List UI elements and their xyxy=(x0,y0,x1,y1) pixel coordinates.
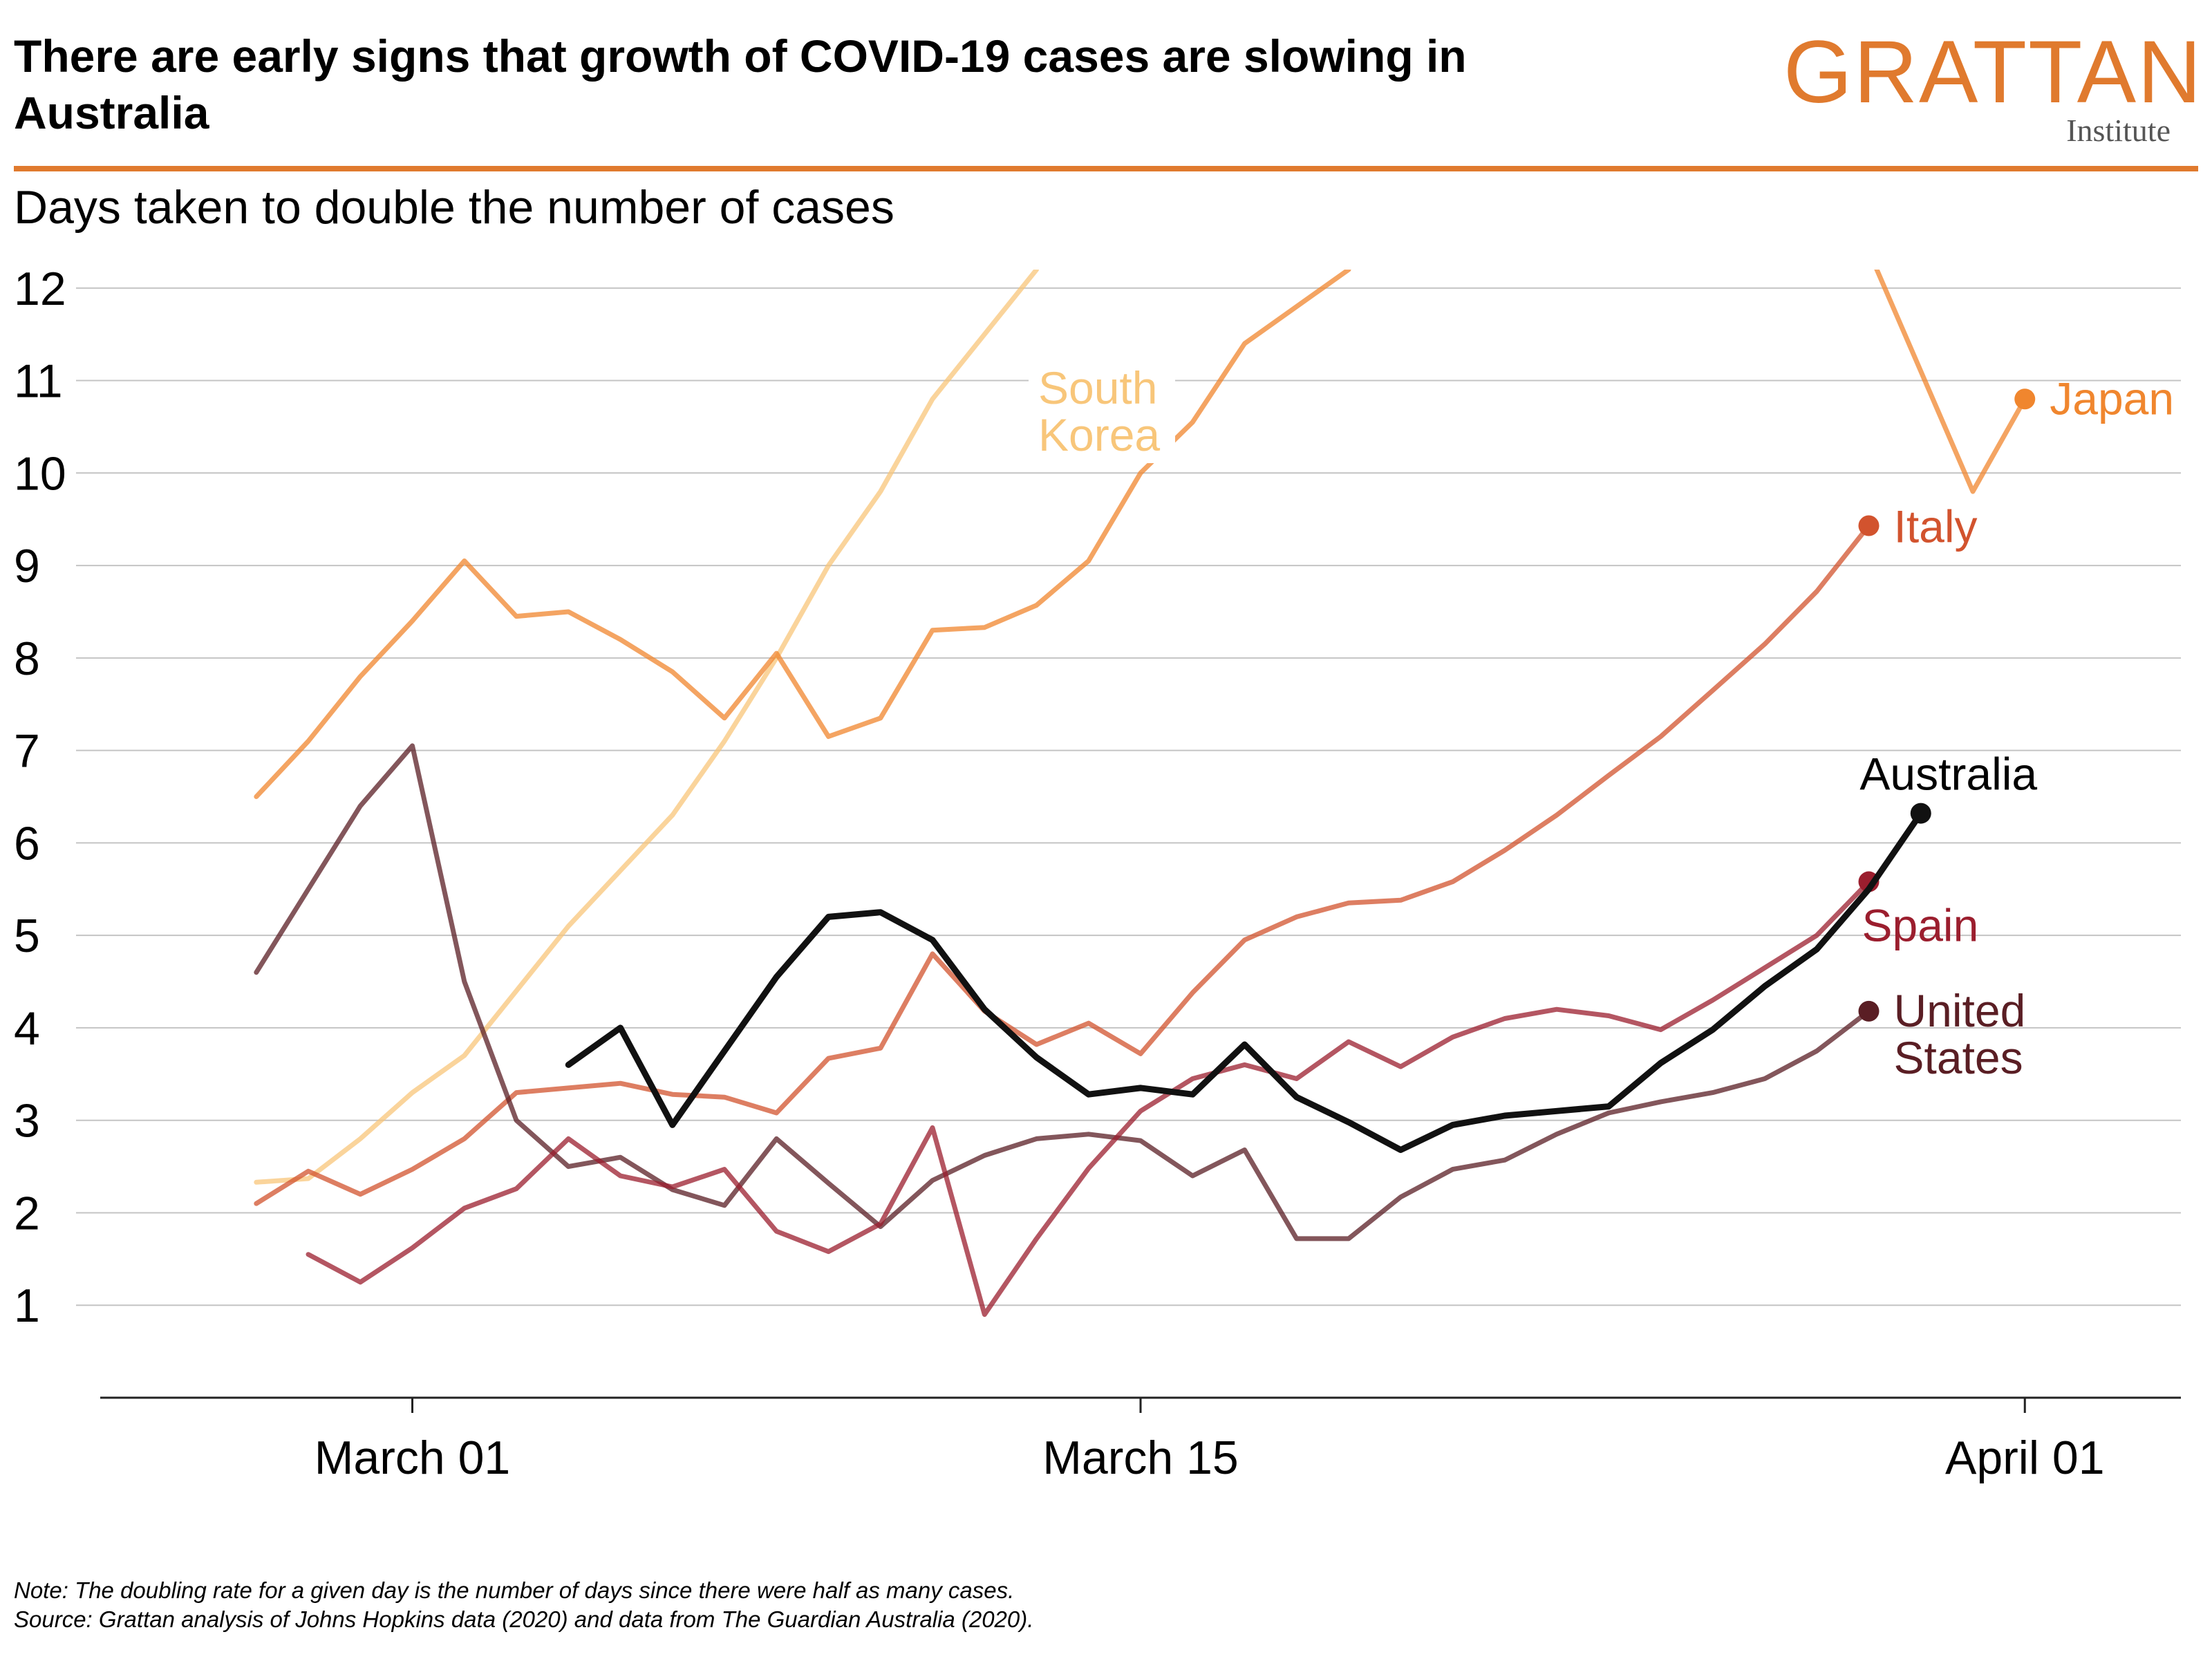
y-tick-label: 7 xyxy=(14,725,40,778)
y-tick-label: 1 xyxy=(14,1280,40,1332)
header-rule xyxy=(14,166,2198,171)
footnote: Note: The doubling rate for a given day … xyxy=(14,1576,1033,1634)
chart-title: There are early signs that growth of COV… xyxy=(14,30,1467,138)
logo-wordmark: GRATTAN xyxy=(1783,23,2203,122)
y-tick-label: 3 xyxy=(14,1095,40,1147)
logo-subtitle: Institute xyxy=(2066,113,2171,148)
series-line-spain xyxy=(306,879,1871,1318)
series-line-australia xyxy=(565,810,1924,1153)
series-label-italy: Italy xyxy=(1894,501,1978,552)
x-tick-label: March 15 xyxy=(1042,1432,1238,1484)
series-label-australia: Australia xyxy=(1859,749,2037,800)
grattan-logo: GRATTAN Institute xyxy=(1783,23,2203,148)
y-tick-label: 9 xyxy=(14,540,40,592)
series-label-south-korea: South Korea xyxy=(1038,362,1160,460)
series-line-japan xyxy=(254,270,1351,799)
series-label-spain: Spain xyxy=(1862,900,1979,951)
y-tick-label: 10 xyxy=(14,447,66,500)
series-endpoint-italy xyxy=(1858,515,1880,536)
y-tick-label: 11 xyxy=(14,355,63,408)
series-lines xyxy=(254,270,2036,1318)
series-line-italy xyxy=(254,523,1871,1206)
note-text: Note: The doubling rate for a given day … xyxy=(14,1577,1015,1603)
series-labels: South Korea Japan Italy Australia Spain United… xyxy=(1029,359,2174,1083)
series-endpoint-australia xyxy=(1910,803,1931,824)
y-tick-label: 2 xyxy=(14,1187,40,1239)
y-tick-label: 12 xyxy=(14,263,66,315)
y-tick-label: 8 xyxy=(14,632,40,685)
series-label-united-states: United States xyxy=(1894,985,2026,1083)
chart-subtitle: Days taken to double the number of cases xyxy=(14,181,894,234)
series-label-japan: Japan xyxy=(2050,373,2174,424)
y-tick-label: 6 xyxy=(14,817,40,870)
source-text: Source: Grattan analysis of Johns Hopkin… xyxy=(14,1606,1034,1632)
y-tick-label: 4 xyxy=(14,1002,40,1055)
y-tick-label: 5 xyxy=(14,910,40,962)
series-line-south-korea xyxy=(254,270,1039,1185)
series-line-united-states xyxy=(254,743,1871,1241)
x-tick-label: March 01 xyxy=(315,1432,510,1484)
series-line-japan xyxy=(1874,270,2027,494)
series-endpoint-japan xyxy=(2014,388,2036,410)
series-endpoint-united-states xyxy=(1858,1000,1880,1022)
x-tick-label: April 01 xyxy=(1945,1432,2105,1484)
south-korea-label-bg xyxy=(1029,359,1175,463)
